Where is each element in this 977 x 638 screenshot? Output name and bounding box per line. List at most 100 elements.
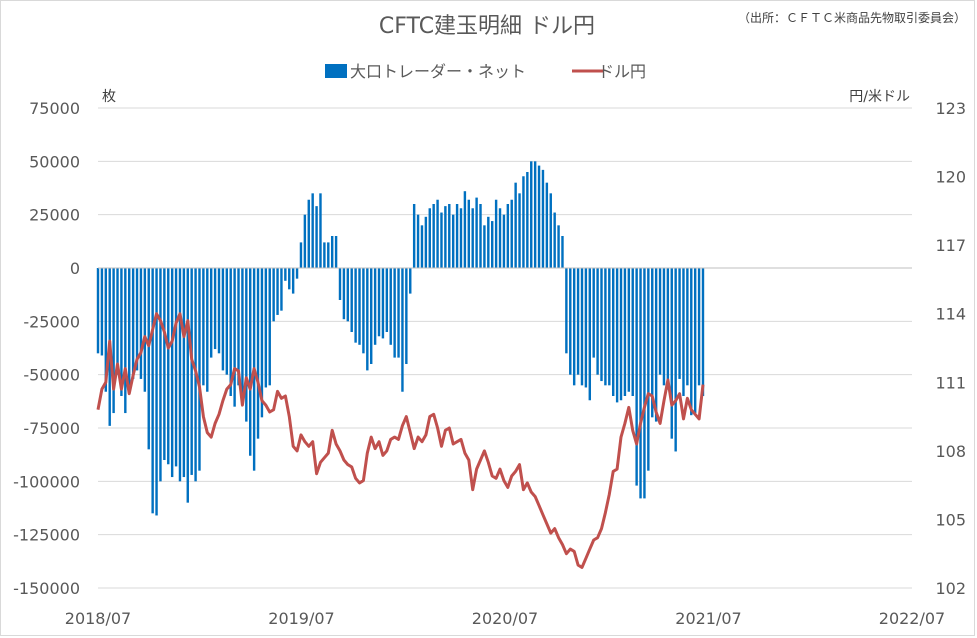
bar: [381, 268, 385, 339]
bar: [120, 268, 123, 396]
bar: [686, 268, 689, 386]
bar: [674, 268, 677, 452]
bar: [576, 268, 580, 375]
bar: [311, 193, 314, 268]
bar: [502, 214, 506, 268]
bar: [100, 268, 104, 356]
bar: [545, 182, 549, 268]
bar: [541, 169, 545, 268]
bar: [612, 268, 615, 396]
x-axis-ticks: 2018/07 2019/07 2020/07 2021/07 2022/07: [65, 609, 945, 628]
bar: [178, 268, 182, 482]
bar: [385, 268, 389, 332]
bar: [155, 268, 158, 516]
bar: [596, 268, 599, 375]
x-tick-label: 2018/07: [65, 609, 131, 628]
bar: [295, 268, 299, 279]
bar: [557, 225, 560, 268]
bar: [604, 268, 607, 386]
bar: [436, 199, 439, 268]
bar: [463, 191, 467, 268]
right-tick-label: 105: [935, 510, 966, 529]
bar: [315, 206, 318, 268]
bar: [135, 268, 139, 371]
bar: [229, 268, 232, 396]
bar: [697, 268, 701, 386]
bar: [690, 268, 693, 416]
right-tick-label: 111: [935, 373, 966, 392]
bar: [623, 268, 627, 396]
bar: [299, 242, 303, 268]
bar: [272, 268, 275, 322]
bar: [451, 214, 455, 268]
bar: [284, 268, 287, 281]
bar: [553, 212, 556, 268]
left-tick-label: -150000: [13, 579, 80, 598]
bar: [264, 268, 268, 388]
bar: [288, 268, 291, 290]
bar: [291, 268, 295, 294]
bar: [167, 268, 170, 465]
bar: [533, 161, 537, 268]
bar: [491, 221, 494, 268]
bar: [666, 268, 670, 390]
bar: [303, 214, 307, 268]
bar: [213, 268, 217, 350]
bar: [416, 214, 420, 268]
bar: [448, 204, 451, 268]
bar: [174, 268, 178, 467]
bar: [256, 268, 260, 439]
bar: [401, 268, 404, 392]
bar: [549, 193, 552, 268]
bar: [654, 268, 658, 422]
bar: [682, 268, 685, 396]
bar: [389, 268, 392, 345]
bar: [608, 268, 611, 386]
bar: [249, 268, 252, 456]
bar: [405, 268, 408, 364]
bar: [627, 268, 631, 392]
bar: [241, 268, 244, 396]
bar: [163, 268, 166, 460]
x-tick-label: 2019/07: [268, 609, 334, 628]
bar: [170, 268, 174, 478]
bar: [409, 268, 412, 294]
right-tick-label: 120: [935, 168, 966, 187]
bar: [701, 268, 705, 396]
bar: [159, 268, 162, 482]
bar: [693, 268, 697, 414]
bar: [143, 268, 147, 392]
bar: [561, 236, 564, 268]
bar: [237, 268, 240, 386]
right-tick-label: 102: [935, 579, 966, 598]
usdjpy-line: [96, 312, 705, 569]
bar: [116, 268, 119, 375]
bar: [221, 268, 225, 371]
bar: [631, 268, 634, 396]
legend-bar-label: 大口トレーダー・ネット: [350, 62, 526, 81]
bar: [615, 268, 619, 403]
left-axis-unit: 枚: [102, 89, 116, 105]
bar: [479, 204, 482, 268]
bar: [393, 268, 396, 358]
bar: [362, 268, 365, 354]
bar: [131, 268, 135, 379]
bar: [483, 225, 486, 268]
bar: [202, 268, 205, 386]
bar: [268, 268, 271, 386]
bar: [104, 268, 108, 392]
bar: [276, 268, 279, 315]
bar: [514, 182, 517, 268]
bar: [647, 268, 650, 471]
bar: [373, 268, 377, 345]
bar: [342, 268, 346, 320]
bar: [619, 268, 623, 401]
bar: [494, 199, 498, 268]
right-axis-ticks: 123 120 117 114 111 108 105 102: [935, 99, 966, 598]
bar: [147, 268, 150, 450]
bar: [432, 204, 435, 268]
bar: [350, 268, 353, 332]
bar: [459, 208, 463, 268]
bar: [358, 268, 361, 345]
